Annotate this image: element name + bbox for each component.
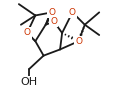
- Text: O: O: [23, 28, 30, 37]
- Text: O: O: [74, 37, 81, 46]
- Text: O: O: [50, 17, 57, 26]
- Text: O: O: [48, 8, 55, 17]
- Text: O: O: [68, 8, 75, 17]
- Polygon shape: [45, 12, 53, 25]
- Text: OH: OH: [20, 77, 37, 87]
